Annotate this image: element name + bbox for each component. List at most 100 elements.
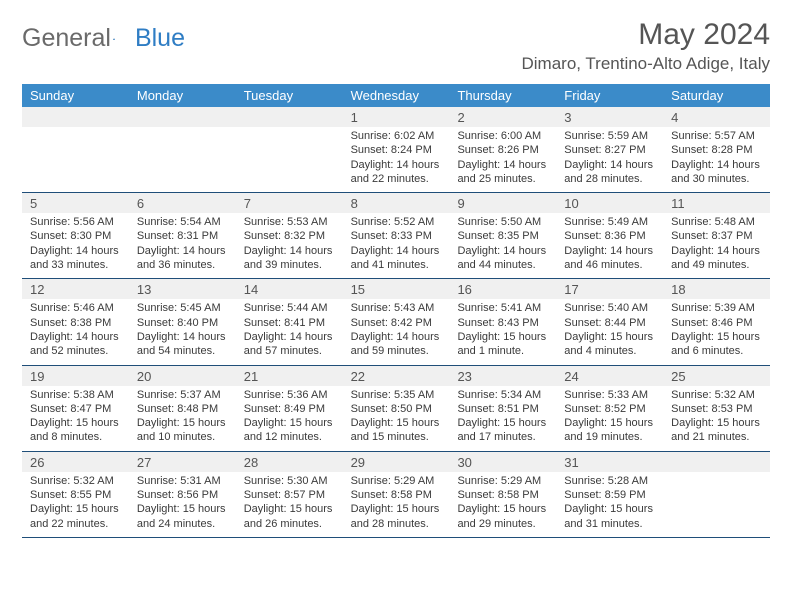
day-line: and 28 minutes. — [564, 172, 655, 186]
day-line: and 30 minutes. — [671, 172, 762, 186]
day-line: Sunset: 8:27 PM — [564, 143, 655, 157]
day-cell: Sunrise: 5:52 AMSunset: 8:33 PMDaylight:… — [343, 213, 450, 278]
day-cell: Sunrise: 6:02 AMSunset: 8:24 PMDaylight:… — [343, 127, 450, 192]
day-cell: Sunrise: 5:59 AMSunset: 8:27 PMDaylight:… — [556, 127, 663, 192]
day-line: Daylight: 15 hours — [564, 502, 655, 516]
day-line: Sunrise: 5:32 AM — [30, 474, 121, 488]
day-line: and 24 minutes. — [137, 517, 228, 531]
daynum-cell: 28 — [236, 452, 343, 472]
day-line: Daylight: 15 hours — [137, 502, 228, 516]
day-cell: Sunrise: 5:29 AMSunset: 8:58 PMDaylight:… — [343, 472, 450, 537]
daynum-cell — [22, 107, 129, 127]
day-line: Daylight: 14 hours — [30, 244, 121, 258]
day-line: Daylight: 15 hours — [671, 416, 762, 430]
day-line: and 10 minutes. — [137, 430, 228, 444]
day-line: Daylight: 15 hours — [137, 416, 228, 430]
daynum-cell: 18 — [663, 279, 770, 299]
day-line: Sunrise: 5:56 AM — [30, 215, 121, 229]
day-cell: Sunrise: 6:00 AMSunset: 8:26 PMDaylight:… — [449, 127, 556, 192]
day-line: and 49 minutes. — [671, 258, 762, 272]
day-line: Sunset: 8:56 PM — [137, 488, 228, 502]
day-line: Sunset: 8:31 PM — [137, 229, 228, 243]
daynum-cell: 24 — [556, 366, 663, 386]
day-cell: Sunrise: 5:54 AMSunset: 8:31 PMDaylight:… — [129, 213, 236, 278]
logo-text-general: General — [22, 24, 111, 53]
day-header: Saturday — [663, 84, 770, 107]
day-line: Sunset: 8:51 PM — [457, 402, 548, 416]
header: General Blue May 2024 Dimaro, Trentino-A… — [22, 18, 770, 74]
daynum-cell: 21 — [236, 366, 343, 386]
daynum-cell: 22 — [343, 366, 450, 386]
day-cell: Sunrise: 5:37 AMSunset: 8:48 PMDaylight:… — [129, 386, 236, 451]
day-header-row: SundayMondayTuesdayWednesdayThursdayFrid… — [22, 84, 770, 107]
day-line: Sunrise: 5:34 AM — [457, 388, 548, 402]
day-line: Sunrise: 5:48 AM — [671, 215, 762, 229]
daynum-row: 12131415161718 — [22, 279, 770, 299]
daynum-cell: 7 — [236, 193, 343, 213]
daynum-cell: 13 — [129, 279, 236, 299]
day-line: and 21 minutes. — [671, 430, 762, 444]
day-header: Wednesday — [343, 84, 450, 107]
logo-text-blue: Blue — [135, 24, 185, 53]
day-line: Sunrise: 5:32 AM — [671, 388, 762, 402]
day-line: Sunset: 8:44 PM — [564, 316, 655, 330]
daynum-cell: 10 — [556, 193, 663, 213]
day-line: Sunset: 8:57 PM — [244, 488, 335, 502]
day-line: and 29 minutes. — [457, 517, 548, 531]
daynum-row: 567891011 — [22, 193, 770, 213]
day-line: Sunset: 8:55 PM — [30, 488, 121, 502]
day-line: Sunset: 8:41 PM — [244, 316, 335, 330]
day-line: Sunrise: 5:52 AM — [351, 215, 442, 229]
location: Dimaro, Trentino-Alto Adige, Italy — [521, 54, 770, 74]
content-row: Sunrise: 5:38 AMSunset: 8:47 PMDaylight:… — [22, 386, 770, 451]
day-line: and 19 minutes. — [564, 430, 655, 444]
daynum-cell: 14 — [236, 279, 343, 299]
day-line: Sunrise: 5:46 AM — [30, 301, 121, 315]
day-cell — [129, 127, 236, 192]
day-cell: Sunrise: 5:34 AMSunset: 8:51 PMDaylight:… — [449, 386, 556, 451]
day-line: Daylight: 14 hours — [457, 244, 548, 258]
day-line: Sunrise: 5:50 AM — [457, 215, 548, 229]
daynum-row: 1234 — [22, 107, 770, 127]
day-line: and 8 minutes. — [30, 430, 121, 444]
day-line: Daylight: 14 hours — [457, 158, 548, 172]
day-line: and 41 minutes. — [351, 258, 442, 272]
daynum-cell: 17 — [556, 279, 663, 299]
day-line: and 12 minutes. — [244, 430, 335, 444]
day-line: Sunrise: 5:37 AM — [137, 388, 228, 402]
day-line: Daylight: 14 hours — [671, 158, 762, 172]
day-line: Sunset: 8:53 PM — [671, 402, 762, 416]
day-line: Daylight: 15 hours — [564, 330, 655, 344]
day-line: Sunset: 8:36 PM — [564, 229, 655, 243]
day-line: and 46 minutes. — [564, 258, 655, 272]
daynum-cell — [663, 452, 770, 472]
day-line: Daylight: 14 hours — [30, 330, 121, 344]
day-line: Sunrise: 5:36 AM — [244, 388, 335, 402]
daynum-cell — [236, 107, 343, 127]
day-line: Sunrise: 5:33 AM — [564, 388, 655, 402]
daynum-cell: 2 — [449, 107, 556, 127]
day-line: and 6 minutes. — [671, 344, 762, 358]
day-cell: Sunrise: 5:49 AMSunset: 8:36 PMDaylight:… — [556, 213, 663, 278]
calendar: SundayMondayTuesdayWednesdayThursdayFrid… — [22, 84, 770, 538]
daynum-cell: 8 — [343, 193, 450, 213]
day-line: Sunset: 8:58 PM — [351, 488, 442, 502]
day-line: and 31 minutes. — [564, 517, 655, 531]
day-line: Daylight: 14 hours — [244, 330, 335, 344]
day-line: Sunset: 8:33 PM — [351, 229, 442, 243]
day-line: and 28 minutes. — [351, 517, 442, 531]
week-row: 12131415161718 Sunrise: 5:46 AM Sunset: 8:… — [22, 279, 770, 365]
week-row: 567891011Sunrise: 5:56 AMSunset: 8:30 PM… — [22, 193, 770, 279]
daynum-cell: 25 — [663, 366, 770, 386]
day-line: Sunset: 8:37 PM — [671, 229, 762, 243]
day-line: and 39 minutes. — [244, 258, 335, 272]
day-line: Sunrise: 5:57 AM — [671, 129, 762, 143]
day-cell: Sunrise: 5:40 AMSunset: 8:44 PMDaylight:… — [556, 299, 663, 364]
day-line: Daylight: 14 hours — [351, 330, 442, 344]
title-block: May 2024 Dimaro, Trentino-Alto Adige, It… — [521, 18, 770, 74]
daynum-cell: 6 — [129, 193, 236, 213]
day-line: Sunset: 8:24 PM — [351, 143, 442, 157]
day-cell — [22, 127, 129, 192]
daynum-cell: 3 — [556, 107, 663, 127]
day-line: Sunset: 8:46 PM — [671, 316, 762, 330]
